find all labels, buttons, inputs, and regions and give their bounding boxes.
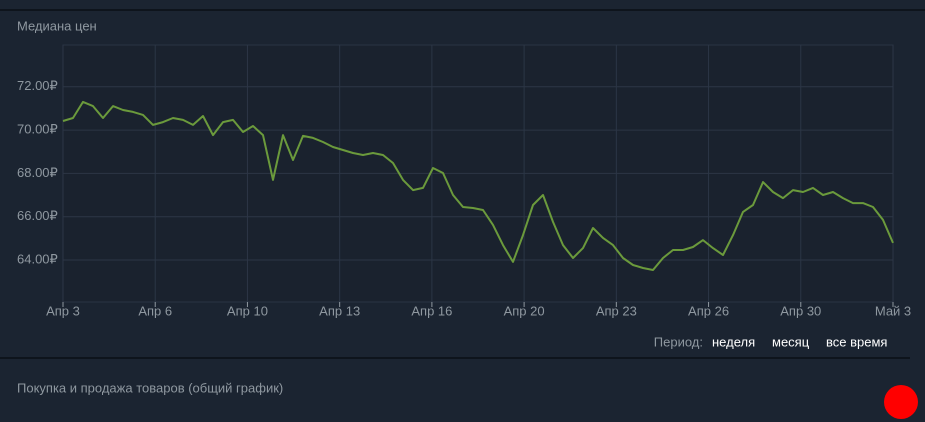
period-option[interactable]: месяц [772,334,810,349]
x-tick-label: Апр 16 [411,303,452,318]
x-tick-label: Май 3 [875,303,911,318]
y-tick-label: 66.00₽ [17,208,58,223]
y-tick-label: 68.00₽ [17,165,58,180]
y-tick-label: 64.00₽ [17,251,58,266]
x-tick-label: Апр 10 [227,303,268,318]
y-tick-label: 72.00₽ [17,78,58,93]
section-title: Покупка и продажа товаров (общий график) [17,380,283,395]
x-tick-label: Апр 23 [596,303,637,318]
x-tick-label: Апр 3 [46,303,80,318]
period-option[interactable]: все время [826,334,887,349]
x-tick-label: Апр 6 [138,303,172,318]
record-indicator[interactable] [884,385,918,419]
period-label: Период: [654,334,703,349]
x-tick-label: Апр 13 [319,303,360,318]
x-tick-label: Апр 20 [504,303,545,318]
x-tick-label: Апр 30 [780,303,821,318]
period-option[interactable]: неделя [712,334,755,349]
y-tick-label: 70.00₽ [17,122,58,137]
x-tick-label: Апр 26 [688,303,729,318]
price-line [62,100,894,271]
chart-title: Медиана цен [17,18,97,33]
plot: 64.00₽ 66.00₽ 68.00₽ 70.00₽ 72.00₽ Апр 3 Апр 6… [17,44,911,318]
